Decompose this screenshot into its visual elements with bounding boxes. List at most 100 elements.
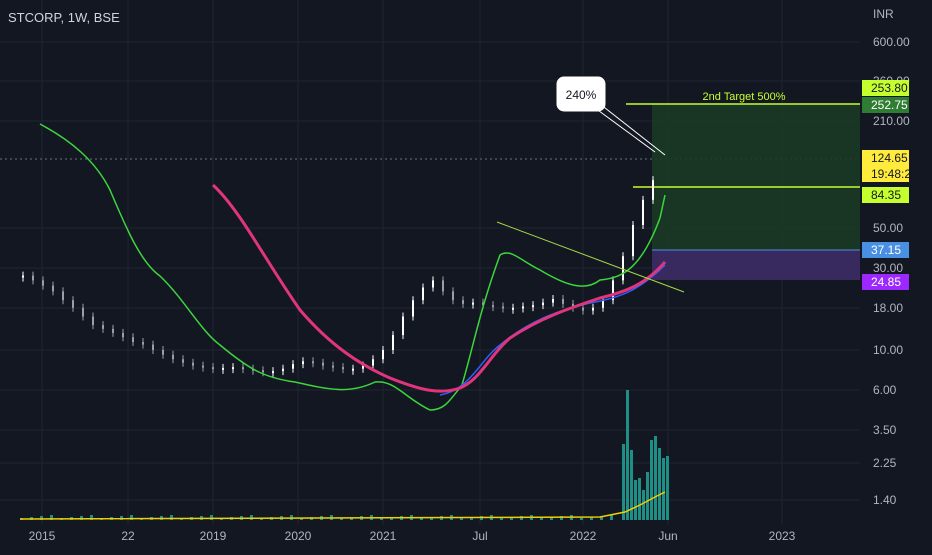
price-badge: [862, 187, 909, 203]
candle-body: [312, 361, 314, 364]
volume-bar: [600, 516, 603, 520]
ma-blue-line: [439, 264, 666, 396]
symbol-label: STCORP, 1W, BSE: [8, 10, 120, 25]
candle-body: [642, 199, 644, 225]
price-badge: [862, 242, 909, 258]
candle-body: [472, 302, 474, 305]
callout-bubble: [555, 75, 607, 113]
candle-body: [652, 180, 654, 200]
volume-bar: [340, 518, 343, 520]
y-tick-label: 6.00: [873, 383, 897, 397]
price-badge-text: 253.80: [871, 81, 908, 95]
candle-body: [362, 365, 364, 369]
candle-body: [522, 306, 524, 309]
volume-bar: [130, 515, 133, 520]
y-tick-label: 1.40: [873, 493, 897, 507]
candle-body: [102, 325, 104, 329]
candle-body: [262, 370, 264, 373]
x-axis: 2015 22 2019 2020 2021 Jul 2022 Jun 2023: [29, 529, 796, 543]
price-badge-text: 84.35: [871, 188, 901, 202]
currency-label: INR: [873, 7, 894, 21]
candle-body: [512, 307, 514, 310]
volume-bar: [654, 436, 657, 520]
x-tick-label: 22: [121, 529, 135, 543]
candle-body: [392, 335, 394, 350]
volume-bar: [260, 518, 263, 520]
candle-body: [542, 302, 544, 306]
candle-body: [322, 362, 324, 366]
candle-body: [52, 285, 54, 292]
candle-body: [632, 224, 634, 257]
candle-body: [622, 256, 624, 281]
volume-bar: [650, 440, 653, 520]
candle-body: [332, 365, 334, 368]
y-tick-label: 210.00: [873, 114, 910, 128]
x-tick-label: 2022: [570, 529, 597, 543]
price-badge-text: 19:48:22: [871, 167, 918, 181]
moving-averages: [39, 123, 667, 411]
volume-bar: [430, 517, 433, 520]
volume-ma-line: [19, 491, 666, 520]
volume-bar: [80, 516, 83, 520]
y-tick-label: 600.00: [873, 35, 910, 49]
y-tick-label: 30.00: [873, 261, 903, 275]
candle-body: [492, 305, 494, 308]
volume-bar: [550, 517, 553, 520]
candle-body: [442, 280, 444, 292]
candle-body: [452, 291, 454, 301]
candle-body: [272, 371, 274, 374]
volume-bar: [420, 518, 423, 520]
volume-bar: [50, 515, 53, 520]
volume-bar: [666, 456, 669, 520]
volume-bar: [300, 518, 303, 520]
candle-body: [32, 275, 34, 281]
volume-bar: [658, 448, 661, 520]
candle-body: [162, 350, 164, 355]
candle-body: [72, 300, 74, 308]
grid: [0, 0, 860, 525]
candle-body: [92, 316, 94, 326]
volume-bar: [90, 515, 93, 520]
volume-bar: [590, 517, 593, 520]
candle-body: [372, 359, 374, 366]
volume-bar: [580, 518, 583, 520]
candle-body: [552, 299, 554, 303]
candle-body: [202, 365, 204, 368]
price-badge-text: 37.15: [871, 243, 901, 257]
x-tick-label: Jul: [472, 529, 487, 543]
volume-bar: [638, 478, 641, 520]
candle-body: [282, 368, 284, 372]
volume-bar: [622, 444, 625, 520]
callout-text: 240%: [566, 88, 597, 102]
target-zones: [626, 103, 860, 280]
candle-body: [62, 291, 64, 301]
volume-bar: [630, 450, 633, 520]
candle-body: [192, 362, 194, 366]
volume-bar: [626, 390, 629, 520]
y-axis: 600.00360.00210.0050.0030.0018.0010.006.…: [862, 35, 918, 507]
candle-body: [382, 350, 384, 360]
annotations: 240% 2nd Target 500%: [496, 75, 786, 293]
candle-body: [612, 280, 614, 301]
x-tick-label: 2023: [769, 529, 796, 543]
y-tick-label: 10.00: [873, 343, 903, 357]
candle-body: [422, 287, 424, 301]
candle-body: [302, 361, 304, 365]
target-zone: [652, 104, 860, 250]
candle-body: [142, 342, 144, 345]
candle-body: [582, 307, 584, 311]
price-badge-text: 252.75: [871, 98, 908, 112]
x-tick-label: 2021: [370, 529, 397, 543]
candle-body: [112, 328, 114, 333]
candle-body: [432, 280, 434, 288]
candle-body: [232, 367, 234, 370]
candle-body: [182, 359, 184, 363]
candle-body: [212, 367, 214, 370]
volume-bars: [19, 390, 669, 520]
candle-body: [152, 344, 154, 350]
ma-green-line: [39, 123, 666, 411]
candle-body: [482, 302, 484, 306]
volume-bar: [510, 517, 513, 520]
price-badge: [862, 166, 909, 182]
